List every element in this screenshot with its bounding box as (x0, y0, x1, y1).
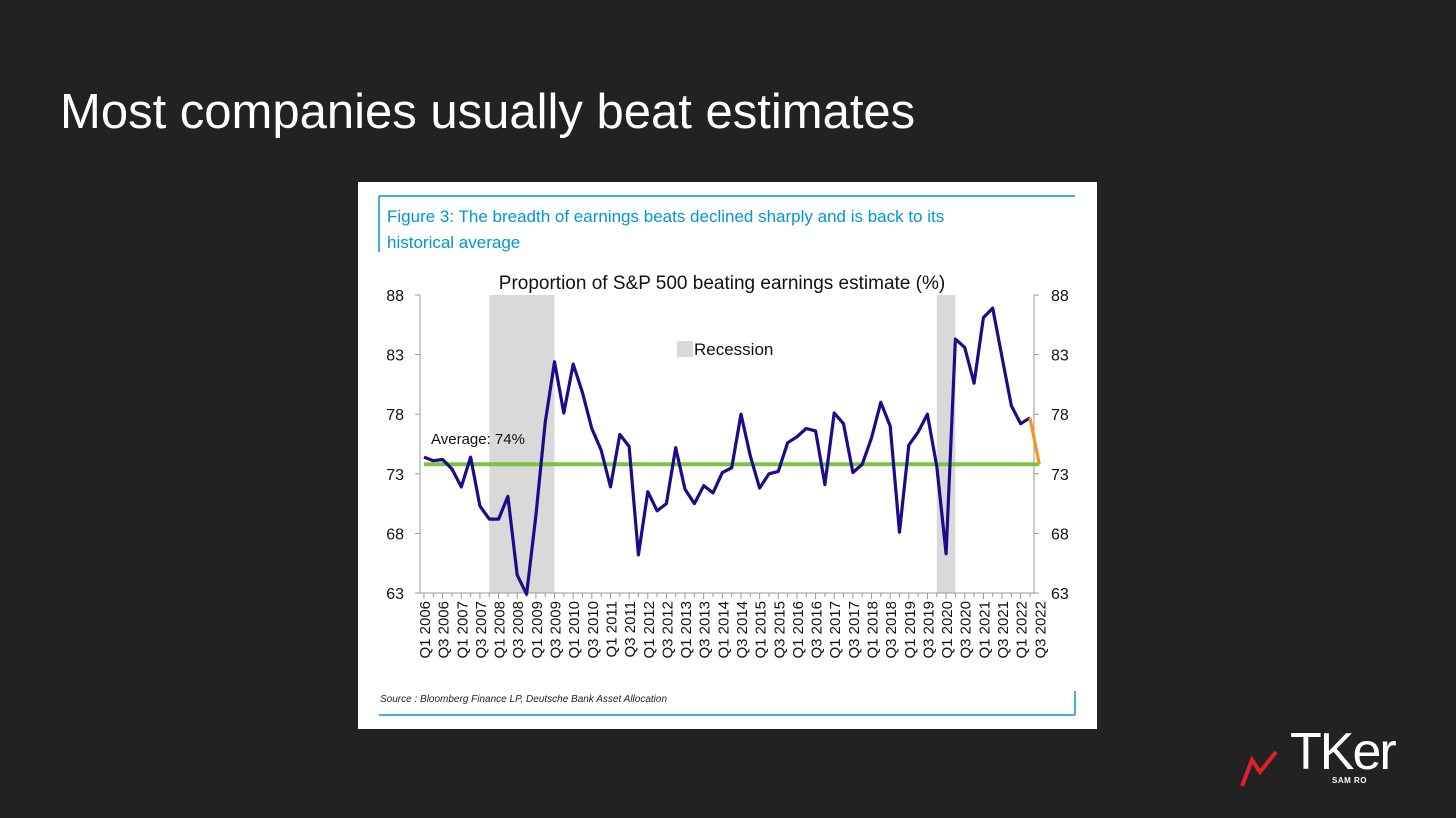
y-tick-label-right: 63 (1051, 586, 1069, 603)
x-tick-label: Q3 2016 (809, 601, 826, 659)
x-tick-label: Q3 2008 (510, 601, 527, 659)
series-layer (423, 306, 1041, 596)
average-label: Average: 74% (431, 431, 525, 448)
series-latest-estimate (1028, 417, 1041, 465)
x-tick-label: Q3 2011 (622, 601, 639, 657)
x-tick-label: Q1 2017 (827, 601, 844, 659)
x-tick-label: Q3 2015 (771, 601, 788, 659)
tker-logo: TKer SAM RO (1236, 723, 1416, 790)
x-tick-label: Q3 2014 (734, 601, 751, 659)
y-tick-label-right: 88 (1051, 288, 1069, 305)
y-tick-label-right: 68 (1051, 526, 1069, 543)
x-tick-label: Q1 2018 (865, 601, 882, 659)
x-tick-label: Q1 2022 (1014, 601, 1031, 659)
x-tick-label: Q3 2020 (958, 601, 975, 659)
figure-card: Figure 3: The breadth of earnings beats … (358, 182, 1097, 729)
x-tick-label: Q1 2020 (939, 601, 956, 659)
chart-title: Proportion of S&P 500 beating earnings e… (499, 273, 945, 294)
slide-title: Most companies usually beat estimates (60, 85, 916, 139)
x-tick-label: Q1 2014 (715, 601, 732, 659)
x-tick-label: Q1 2007 (454, 601, 471, 659)
x-tick-label: Q3 2012 (659, 601, 676, 659)
x-tick-label: Q1 2013 (678, 601, 695, 659)
legend-recession-swatch (677, 341, 693, 357)
x-tick-label: Q3 2017 (846, 601, 863, 659)
y-tick-label-left: 73 (386, 467, 404, 484)
y-tick-label-left: 68 (386, 526, 404, 543)
figure-caption-line-2: historical average (387, 233, 520, 252)
logo-wordmark: TKer (1290, 723, 1397, 781)
x-tick-label: Q3 2019 (920, 601, 937, 659)
figure-caption-line-1: Figure 3: The breadth of earnings beats … (387, 207, 944, 226)
chart-trend-icon (1240, 750, 1278, 787)
x-tick-label: Q1 2008 (492, 601, 509, 659)
logo-author: SAM RO (1332, 776, 1367, 785)
legend-recession-label: Recession (694, 340, 773, 359)
x-tick-label: Q3 2010 (585, 601, 602, 659)
x-tick-label: Q1 2011 (603, 601, 620, 657)
source-note: Source : Bloomberg Finance LP, Deutsche … (380, 694, 667, 705)
x-tick-label: Q1 2019 (902, 601, 919, 659)
y-tick-label-right: 83 (1051, 348, 1069, 365)
y-tick-label-left: 63 (386, 586, 404, 603)
y-tick-label-left: 78 (386, 407, 404, 424)
x-tick-label: Q1 2006 (417, 601, 434, 659)
series-beat-proportion (423, 306, 1031, 596)
x-tick-label: Q1 2021 (976, 601, 993, 659)
y-tick-label-left: 83 (386, 348, 404, 365)
x-tick-label: Q3 2013 (697, 601, 714, 659)
earnings-beat-chart: Figure 3: The breadth of earnings beats … (378, 195, 1076, 716)
x-tick-label: Q3 2006 (436, 601, 453, 659)
x-tick-label: Q3 2022 (1032, 601, 1049, 659)
x-tick-label: Q3 2018 (883, 601, 900, 659)
x-tick-label: Q1 2015 (753, 601, 770, 659)
x-tick-label: Q1 2016 (790, 601, 807, 659)
x-tick-label: Q1 2012 (641, 601, 658, 659)
y-tick-label-left: 88 (386, 288, 404, 305)
y-tick-label-right: 73 (1051, 467, 1069, 484)
x-tick-label: Q3 2021 (995, 601, 1012, 659)
x-tick-label: Q3 2009 (548, 601, 565, 659)
x-tick-label: Q3 2007 (473, 601, 490, 659)
x-tick-label: Q1 2009 (529, 601, 546, 659)
y-tick-label-right: 78 (1051, 407, 1069, 424)
x-tick-label: Q1 2010 (566, 601, 583, 659)
